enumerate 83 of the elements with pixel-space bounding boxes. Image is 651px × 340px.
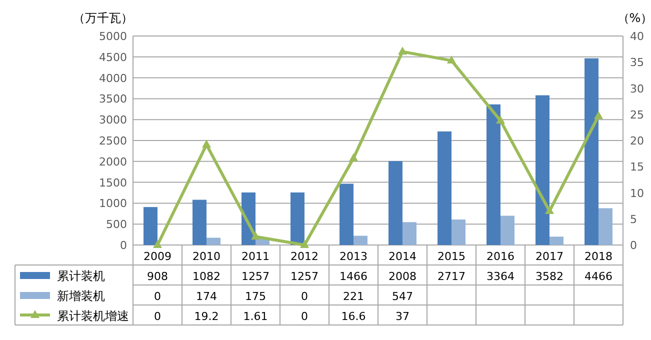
y2-axis-title: （%） — [617, 11, 651, 25]
y2-tick-label: 35 — [630, 56, 644, 70]
bar — [500, 216, 514, 245]
y-tick-label: 5000 — [99, 30, 127, 43]
bar — [144, 207, 158, 245]
legend-label: 新增装机 — [57, 289, 105, 303]
y2-tick-label: 40 — [630, 30, 644, 43]
point — [496, 116, 505, 124]
data-label: 3364 — [486, 270, 514, 283]
y2-tick-label: 10 — [630, 186, 644, 200]
bar — [290, 192, 304, 245]
data-label: 37 — [396, 310, 410, 323]
data-label: 0 — [154, 290, 161, 303]
bar — [584, 58, 598, 245]
bar — [354, 236, 368, 245]
point — [594, 110, 603, 119]
bar — [486, 104, 500, 245]
data-label: 0 — [154, 310, 161, 323]
data-label: 0 — [301, 290, 308, 303]
y-tick-label: 3500 — [99, 92, 127, 106]
bar — [402, 222, 416, 245]
data-label: 1257 — [290, 270, 318, 283]
y-tick-label: 3000 — [99, 114, 127, 127]
data-label: 1257 — [242, 270, 270, 283]
data-label: 0 — [301, 310, 308, 323]
x-tick-label: 2016 — [486, 250, 514, 263]
data-label: 2008 — [388, 270, 416, 283]
bar — [536, 95, 550, 245]
point — [447, 56, 456, 64]
y2-tick-label: 30 — [630, 82, 644, 96]
bar — [206, 238, 220, 245]
bar — [340, 184, 354, 245]
y2-tick-label: 20 — [630, 134, 644, 148]
y-tick-label: 2500 — [99, 134, 127, 148]
y-axis-title: （万千瓦） — [73, 11, 133, 25]
bar — [452, 220, 466, 245]
y2-tick-label: 5 — [630, 212, 637, 226]
bar — [438, 131, 452, 245]
y-tick-label: 1000 — [99, 197, 127, 210]
data-label: 1.61 — [243, 310, 268, 323]
data-label: 19.2 — [194, 310, 219, 323]
y-tick-label: 500 — [106, 218, 127, 232]
bar — [598, 208, 612, 245]
x-tick-label: 2011 — [242, 250, 270, 263]
x-tick-label: 2010 — [192, 250, 220, 263]
y2-tick-label: 15 — [630, 160, 644, 174]
point — [153, 240, 162, 248]
y-tick-label: 1500 — [99, 176, 127, 190]
x-tick-label: 2014 — [388, 250, 416, 263]
x-tick-label: 2018 — [584, 250, 612, 263]
point — [398, 46, 407, 55]
legend-label: 累计装机 — [57, 269, 105, 283]
point — [202, 140, 211, 148]
data-label: 2717 — [438, 270, 466, 283]
data-label: 4466 — [584, 270, 612, 283]
x-tick-label: 2012 — [290, 250, 318, 263]
y-tick-label: 4500 — [99, 50, 127, 64]
point — [251, 232, 260, 240]
y2-tick-label: 0 — [630, 239, 637, 252]
data-label: 1082 — [192, 270, 220, 283]
bar — [192, 200, 206, 245]
legend-label: 累计装机增速 — [57, 309, 129, 323]
x-tick-label: 2009 — [144, 250, 172, 263]
data-label: 3582 — [536, 270, 564, 283]
y-tick-label: 0 — [120, 239, 127, 252]
data-label: 16.6 — [341, 310, 366, 323]
y2-tick-label: 25 — [630, 108, 644, 122]
x-tick-label: 2015 — [438, 250, 466, 263]
data-label: 908 — [147, 270, 168, 283]
bar — [388, 161, 402, 245]
point — [349, 153, 358, 162]
x-tick-label: 2017 — [536, 250, 564, 263]
y-tick-label: 2000 — [99, 155, 127, 168]
bar — [550, 236, 564, 245]
point — [300, 240, 309, 248]
data-label: 547 — [392, 290, 413, 303]
data-label: 221 — [343, 290, 364, 303]
y-tick-label: 4000 — [99, 72, 127, 85]
data-label: 1466 — [340, 270, 368, 283]
data-label: 174 — [196, 290, 217, 303]
x-tick-label: 2013 — [340, 250, 368, 263]
data-label: 175 — [245, 290, 266, 303]
point — [545, 206, 554, 214]
